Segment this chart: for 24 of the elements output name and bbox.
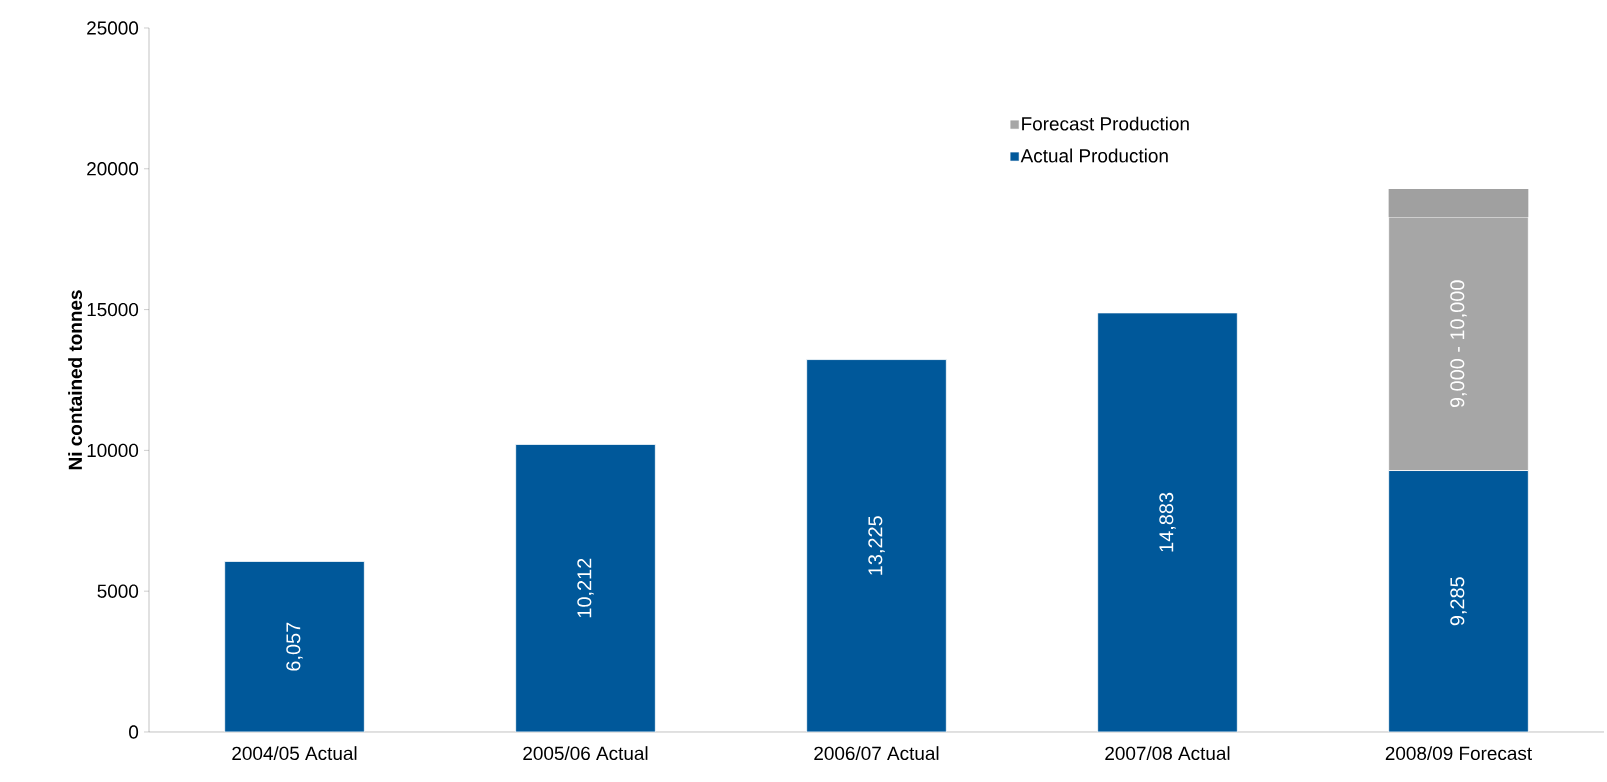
- data-label: 13,225: [868, 516, 885, 575]
- y-tick-label: 20000: [87, 162, 139, 176]
- x-tick-label: 2005/06 Actual: [523, 746, 648, 761]
- x-tick-label: 2008/09 Forecast: [1385, 746, 1532, 761]
- bar: [806, 359, 947, 732]
- data-label: 9,285: [1450, 577, 1467, 626]
- y-axis-title: Ni contained tonnes: [68, 290, 83, 470]
- bar: [224, 561, 365, 732]
- y-tick-label: 0: [129, 725, 139, 739]
- legend-label: Actual Production: [1020, 148, 1168, 163]
- y-tick-label: 5000: [97, 584, 139, 598]
- data-label: 14,883: [1159, 492, 1176, 552]
- x-tick-label: 2006/07 Actual: [814, 746, 939, 761]
- y-tick-label: 15000: [87, 302, 139, 317]
- bar: [515, 444, 656, 732]
- x-tick-label: 2004/05 Actual: [232, 746, 357, 761]
- y-tick-label: 10000: [87, 443, 139, 458]
- data-label: 10,212: [577, 558, 594, 618]
- y-tick-label: 25000: [87, 21, 139, 35]
- legend-label: Forecast Production: [1022, 116, 1189, 131]
- x-tick-label: 2007/08 Actual: [1105, 746, 1230, 761]
- bar: [1097, 312, 1238, 732]
- data-label: 6,057: [286, 622, 303, 671]
- data-label: 9,000 - 10,000: [1450, 280, 1467, 408]
